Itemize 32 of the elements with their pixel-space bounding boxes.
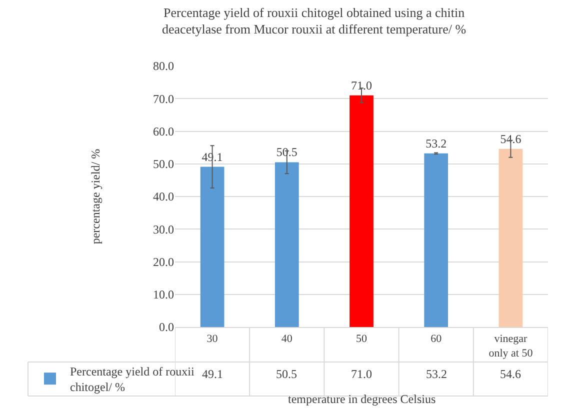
y-tick-label: 10.0 bbox=[153, 288, 174, 302]
text: 71.0 bbox=[351, 78, 372, 92]
text: 54.6 bbox=[500, 132, 522, 146]
x-tick-label: 30 bbox=[206, 333, 218, 346]
data-label: 49.1 bbox=[202, 367, 223, 381]
y-tick-label: 80.0 bbox=[153, 59, 174, 74]
x-axis-title: temperature in degrees Celsius bbox=[288, 392, 436, 406]
y-tick-label: 0.0 bbox=[159, 320, 174, 334]
y-tick-label: 40.0 bbox=[153, 190, 174, 204]
bar bbox=[498, 148, 523, 327]
text: 53.2 bbox=[426, 136, 447, 150]
data-label: 71.0 bbox=[351, 367, 372, 381]
y-tick-label: 30.0 bbox=[153, 222, 174, 236]
x-tick-label: 60 bbox=[430, 333, 442, 346]
y-tick-label: 60.0 bbox=[153, 124, 174, 138]
x-tick-label: 40 bbox=[281, 333, 293, 346]
data-label: 54.6 bbox=[500, 367, 521, 381]
x-tick-label: vinegar only at 50 bbox=[488, 333, 534, 360]
y-axis-title: percentage yield/ % bbox=[88, 148, 102, 244]
legend-label: Percentage yield of rouxii chitogel/ % bbox=[70, 364, 195, 394]
y-tick-label: 50.0 bbox=[153, 157, 174, 172]
x-tick-label: 50 bbox=[356, 333, 368, 346]
text: 50.5 bbox=[276, 145, 298, 160]
data-label: 50.5 bbox=[276, 367, 297, 381]
chart-title: Percentage yield of rouxii chitogel obtained using a chitin deacetylase from Mucor rouxii at different temperature/ % bbox=[162, 4, 466, 37]
y-tick-label: 70.0 bbox=[153, 92, 174, 106]
bar bbox=[200, 166, 224, 327]
bar bbox=[350, 95, 374, 327]
bar bbox=[274, 162, 299, 327]
bar bbox=[424, 153, 448, 327]
data-label: 53.2 bbox=[426, 367, 447, 381]
y-tick-label: 20.0 bbox=[153, 254, 174, 269]
